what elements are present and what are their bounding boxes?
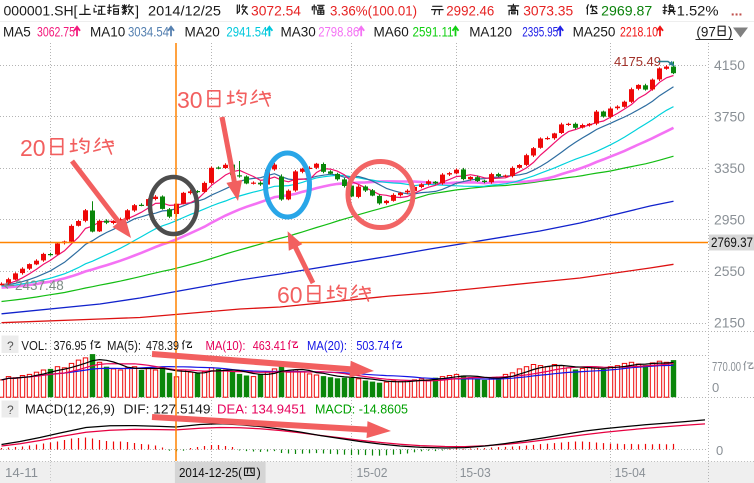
svg-text:4150: 4150: [714, 57, 745, 73]
svg-text:?: ?: [7, 403, 14, 417]
svg-text:20: 20: [20, 135, 46, 161]
svg-text:VOL:: VOL:: [21, 339, 47, 353]
svg-text:2550: 2550: [714, 263, 745, 279]
svg-text:MACD: -14.8605: MACD: -14.8605: [315, 403, 408, 417]
svg-text:000001.SH[: 000001.SH[: [4, 3, 78, 19]
svg-text:MA250: MA250: [573, 24, 616, 39]
svg-text:478.39: 478.39: [146, 339, 179, 353]
svg-text:2437.48: 2437.48: [15, 278, 64, 293]
svg-text:15-03: 15-03: [460, 465, 491, 480]
svg-text:3034.54: 3034.54: [128, 24, 169, 39]
svg-text:2218.10: 2218.10: [620, 24, 658, 39]
svg-text:): ): [257, 465, 261, 480]
svg-text:2941.54: 2941.54: [226, 24, 267, 39]
svg-text:2950: 2950: [714, 211, 745, 227]
svg-text:15-04: 15-04: [615, 465, 646, 480]
svg-text:3072.54: 3072.54: [251, 3, 301, 19]
svg-text:MA(5):: MA(5):: [107, 339, 141, 353]
svg-text:?: ?: [7, 339, 14, 353]
svg-text:MA120: MA120: [469, 24, 512, 39]
svg-text:30: 30: [177, 87, 203, 113]
svg-text:MA60: MA60: [374, 24, 409, 39]
svg-text:2798.86: 2798.86: [318, 24, 359, 39]
svg-text:15-02: 15-02: [357, 465, 388, 480]
svg-text:4175.49: 4175.49: [614, 54, 661, 69]
svg-text:463.41: 463.41: [253, 339, 286, 353]
svg-text:MA(10):: MA(10):: [206, 339, 246, 353]
svg-text:DEA: 134.9451: DEA: 134.9451: [217, 403, 306, 417]
svg-text:60: 60: [277, 282, 303, 308]
svg-text:MA30: MA30: [281, 24, 316, 39]
svg-text:0: 0: [716, 443, 723, 458]
svg-text:2014-12-25(: 2014-12-25(: [179, 465, 243, 480]
svg-text:2969.87: 2969.87: [601, 3, 652, 19]
svg-text:770.00: 770.00: [712, 359, 741, 374]
svg-text:...: ...: [731, 3, 743, 19]
svg-text:3073.35: 3073.35: [523, 3, 573, 19]
svg-text:(97: (97: [696, 24, 716, 39]
svg-text:3750: 3750: [714, 108, 745, 124]
svg-text:2150: 2150: [714, 315, 745, 331]
svg-text:2992.46: 2992.46: [446, 3, 494, 19]
svg-text:2769.37: 2769.37: [711, 235, 753, 250]
svg-text:503.74: 503.74: [356, 339, 389, 353]
svg-text:]: ]: [135, 3, 139, 19]
svg-text:MACD(12,26,9): MACD(12,26,9): [25, 403, 115, 417]
svg-text:376.95: 376.95: [54, 339, 87, 353]
svg-text:2591.11: 2591.11: [413, 24, 454, 39]
svg-text:2014/12/25: 2014/12/25: [148, 3, 221, 19]
svg-text:3.36%(100.01): 3.36%(100.01): [330, 3, 417, 19]
svg-text:MA20: MA20: [185, 24, 220, 39]
svg-text:MA5: MA5: [3, 24, 31, 39]
svg-text:MA(20):: MA(20):: [307, 339, 347, 353]
svg-text:14-11: 14-11: [5, 465, 38, 480]
svg-text:2395.95: 2395.95: [522, 24, 558, 39]
svg-text:): ): [728, 24, 733, 39]
svg-text:DIF: 127.5149: DIF: 127.5149: [124, 403, 211, 417]
svg-text:1.52%: 1.52%: [677, 3, 719, 19]
svg-text:MA10: MA10: [90, 24, 125, 39]
svg-text:0: 0: [712, 380, 719, 395]
svg-text:3350: 3350: [714, 160, 745, 176]
svg-text:3062.75: 3062.75: [37, 24, 75, 39]
